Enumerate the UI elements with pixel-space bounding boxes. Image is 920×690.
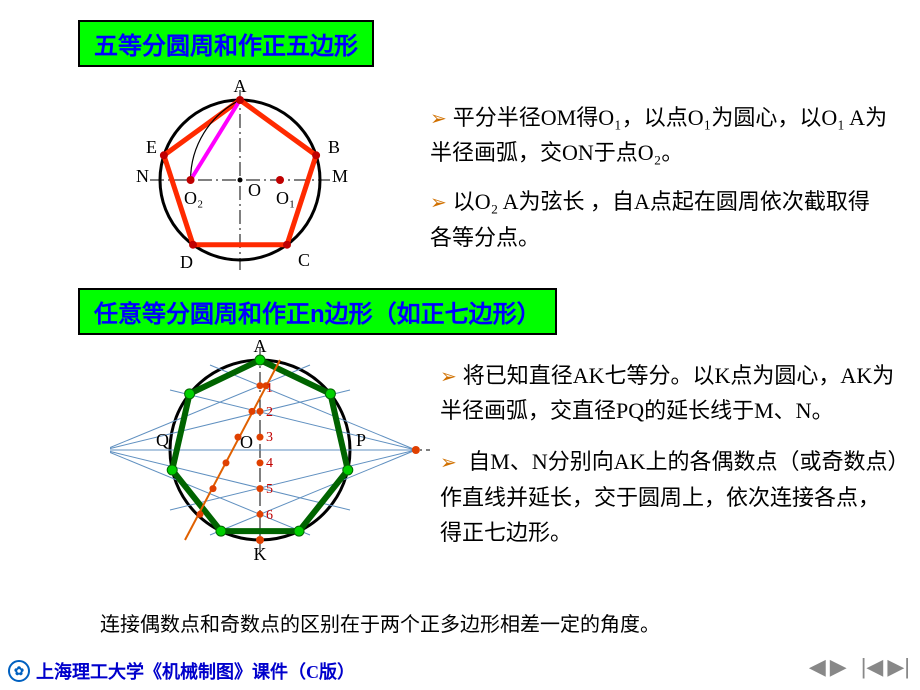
label-C: C bbox=[298, 250, 310, 270]
tick-6: 6 bbox=[266, 508, 273, 523]
heading-pentagon-text: 五等分圆周和作正五边形 bbox=[94, 34, 358, 60]
label-O2: O₂ bbox=[184, 188, 203, 208]
bullet-top-1: ➢平分半径OM得O₁，以点O₁为圆心，以O₁ A为半径画弧，交ON于点O₂。 bbox=[430, 100, 890, 170]
bullet-bot-1: ➢将已知直径AK七等分。以K点为圆心，AK为半径画弧，交直径PQ的延长线于M、N… bbox=[440, 358, 900, 428]
heading-heptagon-pre: 任意等分圆周和作正 bbox=[94, 302, 310, 328]
logo-icon: ✿ bbox=[8, 660, 30, 682]
footer: ✿ 上海理工大学《机械制图》课件（C版） bbox=[8, 658, 355, 684]
bullets-pentagon: ➢平分半径OM得O₁，以点O₁为圆心，以O₁ A为半径画弧，交ON于点O₂。 ➢… bbox=[430, 100, 890, 255]
tick-1: 1 bbox=[266, 381, 273, 396]
heading-heptagon-n: n bbox=[310, 301, 325, 328]
label-P: P bbox=[356, 430, 366, 450]
label-E: E bbox=[146, 137, 157, 157]
bullet-bot-2: ➢ 自M、N分别向AK上的各偶数点（或奇数点）作直线并延长，交于圆周上，依次连接… bbox=[440, 444, 900, 550]
bullet-bot-1-text: 将已知直径AK七等分。以K点为圆心，AK为半径画弧，交直径PQ的延长线于M、N。 bbox=[440, 363, 894, 423]
bullet-top-2: ➢以O₂ A为弦长 ，自A点起在圆周依次截取得各等分点。 bbox=[430, 184, 890, 254]
tick-2: 2 bbox=[266, 405, 273, 420]
heading-pentagon: 五等分圆周和作正五边形 bbox=[78, 20, 374, 67]
label-D: D bbox=[180, 252, 193, 272]
footer-text: 上海理工大学《机械制图》课件（C版） bbox=[36, 658, 355, 684]
bullet-arrow-icon: ➢ bbox=[440, 452, 457, 474]
nav-prev-icon[interactable]: ◀ bbox=[809, 654, 826, 680]
label-O1: O₁ bbox=[276, 188, 295, 208]
heptagon-diagram: A K P Q O 1 2 3 4 5 6 bbox=[110, 330, 430, 570]
heading-heptagon-post: 边形（如正七边形） bbox=[325, 302, 541, 328]
bullet-bot-2-text: 自M、N分别向AK上的各偶数点（或奇数点）作直线并延长，交于圆周上，依次连接各点… bbox=[440, 449, 899, 544]
tick-5: 5 bbox=[266, 482, 273, 497]
bullet-arrow-icon: ➢ bbox=[430, 108, 447, 130]
label-hO: O bbox=[240, 432, 253, 452]
label-N: N bbox=[136, 166, 149, 186]
tick-3: 3 bbox=[266, 430, 273, 445]
bullets-heptagon: ➢将已知直径AK七等分。以K点为圆心，AK为半径画弧，交直径PQ的延长线于M、N… bbox=[440, 358, 900, 550]
label-M: M bbox=[332, 166, 348, 186]
nav-first-icon[interactable]: |◀ bbox=[861, 654, 884, 680]
nav-last-icon[interactable]: ▶| bbox=[887, 654, 910, 680]
label-K: K bbox=[254, 544, 267, 564]
bullet-arrow-icon: ➢ bbox=[430, 192, 447, 214]
nav-next-icon[interactable]: ▶ bbox=[830, 654, 847, 680]
pentagon-diagram: A B C D E M N O O₁ O₂ bbox=[120, 70, 380, 290]
label-O: O bbox=[248, 180, 261, 200]
tick-4: 4 bbox=[266, 456, 273, 471]
label-hA: A bbox=[254, 336, 267, 356]
note-text-content: 连接偶数点和奇数点的区别在于两个正多边形相差一定的角度。 bbox=[100, 614, 660, 636]
heading-heptagon: 任意等分圆周和作正n边形（如正七边形） bbox=[78, 288, 557, 335]
label-B: B bbox=[328, 137, 340, 157]
note-text: 连接偶数点和奇数点的区别在于两个正多边形相差一定的角度。 bbox=[100, 608, 660, 637]
bullet-top-1-text: 平分半径OM得O₁，以点O₁为圆心，以O₁ A为半径画弧，交ON于点O₂。 bbox=[430, 105, 887, 165]
label-Q: Q bbox=[156, 430, 169, 450]
bullet-arrow-icon: ➢ bbox=[440, 366, 457, 388]
bullet-top-2-text: 以O₂ A为弦长 ，自A点起在圆周依次截取得各等分点。 bbox=[430, 189, 870, 249]
label-A: A bbox=[234, 76, 247, 96]
slide-nav: ◀ ▶ |◀ ▶| bbox=[809, 654, 910, 680]
